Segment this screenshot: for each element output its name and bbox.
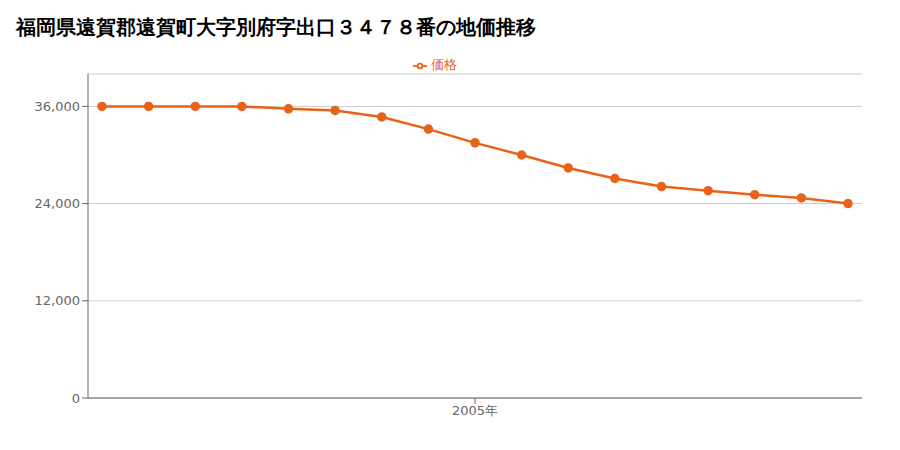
- svg-text:2005年: 2005年: [452, 403, 498, 418]
- svg-text:12,000: 12,000: [35, 293, 81, 308]
- svg-text:24,000: 24,000: [35, 196, 81, 211]
- html-text:価格: 価格: [431, 57, 457, 72]
- html-text:福岡県遠賀郡遠賀町大字別府字出口３４７８番の地価推移: 福岡県遠賀郡遠賀町大字別府字出口３４７８番の地価推移: [16, 15, 536, 39]
- svg-text:0: 0: [72, 391, 80, 406]
- svg-text:36,000: 36,000: [35, 99, 81, 114]
